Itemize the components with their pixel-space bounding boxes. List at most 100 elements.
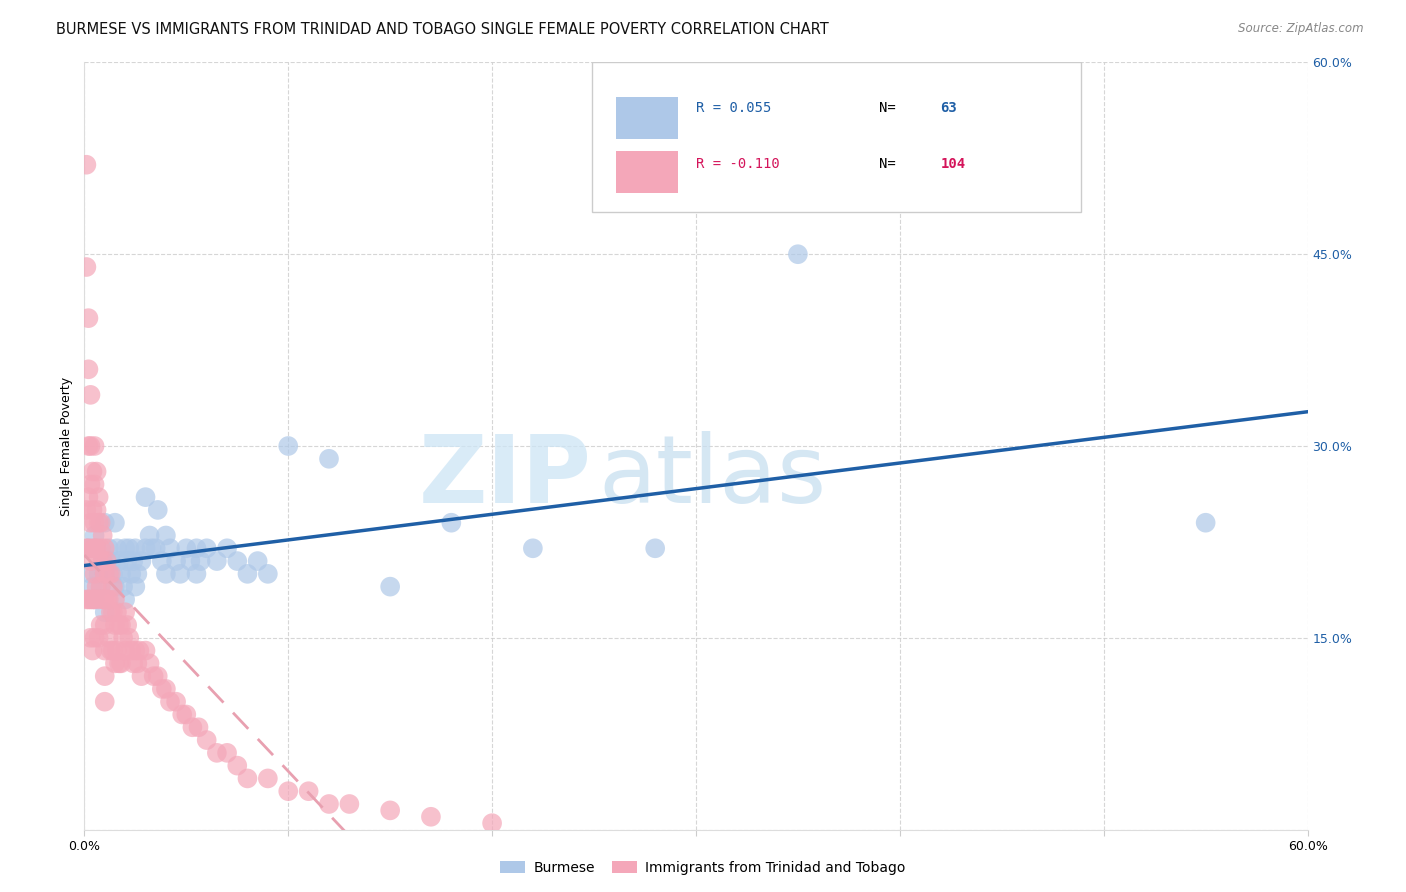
Point	[87, 554, 110, 568]
Point	[82, 465, 104, 479]
Point	[104, 618, 127, 632]
Point	[77, 592, 100, 607]
Point	[96, 554, 118, 568]
Point	[93, 516, 115, 530]
Point	[100, 643, 122, 657]
Point	[77, 490, 100, 504]
FancyBboxPatch shape	[616, 97, 678, 139]
Point	[114, 643, 136, 657]
Point	[79, 477, 101, 491]
Point	[86, 580, 108, 594]
Point	[141, 541, 163, 556]
Point	[75, 158, 97, 172]
Text: ZIP: ZIP	[419, 431, 592, 523]
Point	[87, 566, 110, 581]
Point	[318, 797, 340, 811]
Point	[93, 566, 115, 581]
Point	[190, 554, 212, 568]
Point	[114, 541, 136, 556]
Point	[90, 580, 112, 594]
Point	[110, 566, 132, 581]
Point	[100, 605, 122, 619]
Point	[91, 528, 114, 542]
Point	[90, 541, 112, 556]
Point	[83, 528, 105, 542]
Point	[114, 592, 136, 607]
Point	[195, 733, 218, 747]
Point	[79, 388, 101, 402]
Point	[124, 643, 146, 657]
Point	[165, 695, 187, 709]
Point	[97, 566, 120, 581]
Point	[90, 618, 112, 632]
Point	[127, 657, 149, 671]
Point	[93, 695, 115, 709]
Point	[108, 657, 131, 671]
Point	[440, 516, 463, 530]
Point	[236, 566, 259, 581]
Point	[79, 592, 101, 607]
Point	[77, 541, 100, 556]
Point	[115, 618, 138, 632]
Point	[277, 784, 299, 798]
Point	[131, 554, 153, 568]
Point	[79, 439, 101, 453]
Point	[100, 566, 122, 581]
Point	[380, 804, 402, 818]
Point	[110, 657, 132, 671]
Point	[105, 541, 128, 556]
Text: N=: N=	[880, 102, 896, 115]
Point	[187, 720, 209, 734]
Point	[77, 362, 100, 376]
Point	[75, 541, 97, 556]
Point	[83, 566, 105, 581]
FancyBboxPatch shape	[592, 62, 1081, 212]
Point	[195, 541, 218, 556]
Point	[91, 592, 114, 607]
Point	[101, 580, 124, 594]
Point	[79, 554, 101, 568]
Point	[104, 580, 127, 594]
Point	[150, 554, 173, 568]
Point	[83, 439, 105, 453]
Point	[146, 503, 169, 517]
Point	[135, 541, 157, 556]
Point	[82, 541, 104, 556]
Point	[79, 631, 101, 645]
Point	[118, 541, 141, 556]
Point	[87, 592, 110, 607]
Point	[93, 566, 115, 581]
Point	[257, 772, 280, 786]
Point	[522, 541, 544, 556]
Point	[120, 566, 142, 581]
Point	[146, 669, 169, 683]
Point	[226, 554, 249, 568]
Point	[83, 541, 105, 556]
Point	[169, 566, 191, 581]
Point	[110, 618, 132, 632]
Point	[236, 772, 259, 786]
Point	[205, 746, 228, 760]
Legend: Burmese, Immigrants from Trinidad and Tobago: Burmese, Immigrants from Trinidad and To…	[495, 855, 911, 880]
Point	[100, 554, 122, 568]
Point	[93, 643, 115, 657]
Point	[86, 503, 108, 517]
Point	[339, 797, 361, 811]
Point	[77, 541, 100, 556]
Point	[159, 695, 181, 709]
Point	[155, 681, 177, 696]
Text: R = 0.055: R = 0.055	[696, 102, 772, 115]
Point	[155, 528, 177, 542]
Point	[104, 657, 127, 671]
Point	[104, 592, 127, 607]
Text: Source: ZipAtlas.com: Source: ZipAtlas.com	[1239, 22, 1364, 36]
Point	[77, 311, 100, 326]
Point	[122, 657, 145, 671]
Point	[145, 541, 167, 556]
Point	[226, 758, 249, 772]
Point	[91, 554, 114, 568]
Point	[82, 503, 104, 517]
Point	[101, 605, 124, 619]
Point	[93, 618, 115, 632]
Point	[83, 477, 105, 491]
